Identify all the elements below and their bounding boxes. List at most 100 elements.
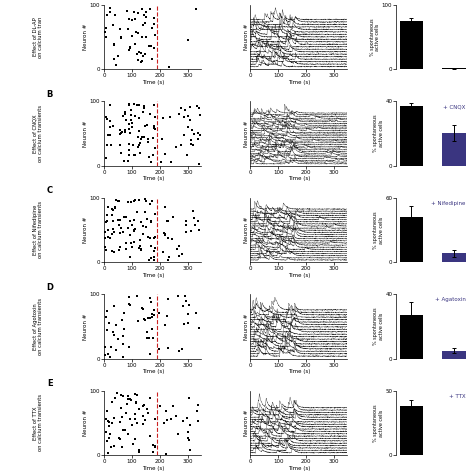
Point [127,111,134,119]
Point [116,436,124,443]
Point [118,414,126,421]
Point [189,141,196,149]
Point [132,399,140,407]
Point [126,254,134,261]
Point [111,203,119,210]
Point [144,122,151,129]
Point [148,326,155,333]
Point [134,133,142,141]
Point [119,392,127,400]
Point [104,350,111,357]
Point [101,228,109,236]
Point [152,415,159,423]
Point [132,398,139,406]
Point [131,410,139,418]
Point [126,129,133,137]
Point [103,142,110,149]
Point [109,207,117,214]
Point [142,417,149,424]
Point [125,294,132,301]
Point [125,46,132,54]
Point [115,221,123,229]
Point [110,414,118,421]
Point [142,50,149,57]
Point [116,130,124,137]
Point [150,123,157,131]
Point [135,141,143,149]
Point [134,50,141,58]
Point [146,350,154,357]
Point [150,15,157,22]
Point [185,436,193,444]
Point [109,230,116,238]
Point [146,314,154,322]
Point [112,196,120,204]
Point [164,217,171,225]
Point [185,394,192,401]
Point [125,120,132,128]
Point [172,143,180,151]
Point [126,232,134,239]
Point [102,33,110,41]
Point [129,141,137,148]
Point [110,55,118,63]
Point [125,343,133,351]
Point [109,328,116,336]
Point [104,226,111,234]
Point [169,402,177,410]
Point [130,226,137,234]
Point [104,131,111,138]
Point [128,107,135,114]
Point [128,239,135,247]
Point [105,422,113,429]
Point [184,428,192,436]
Point [156,402,164,410]
Point [146,394,154,402]
Point [146,109,154,117]
Point [118,33,125,41]
Point [116,230,124,237]
Point [164,344,172,351]
Point [181,113,188,121]
Point [149,334,156,341]
Point [152,210,159,218]
Point [119,353,127,360]
Point [108,398,116,405]
Point [146,432,154,439]
Point [121,128,129,136]
Text: D: D [46,283,53,292]
Y-axis label: % spontaneous
active cells: % spontaneous active cells [373,115,384,152]
Point [159,115,166,122]
Point [150,134,157,141]
Point [137,59,145,66]
Point [135,448,143,456]
Point [101,343,109,351]
Point [195,226,203,233]
Text: B: B [46,90,53,99]
Point [102,113,110,121]
Point [117,34,125,41]
Point [151,234,158,241]
Point [121,109,128,116]
Point [151,145,159,152]
Point [138,6,146,13]
Point [191,214,198,222]
Point [142,196,149,203]
Point [146,234,153,242]
Point [120,325,128,333]
Point [123,400,131,407]
Point [102,313,110,321]
Point [110,302,118,310]
Point [116,141,124,149]
Point [102,415,109,423]
Point [135,405,143,413]
Point [139,21,146,29]
Point [175,252,182,259]
Point [146,200,154,208]
X-axis label: Time (s): Time (s) [288,273,310,278]
Point [150,254,158,261]
Point [114,335,121,343]
Y-axis label: Neuron #: Neuron # [83,24,88,50]
Point [165,254,173,261]
Point [140,102,148,110]
